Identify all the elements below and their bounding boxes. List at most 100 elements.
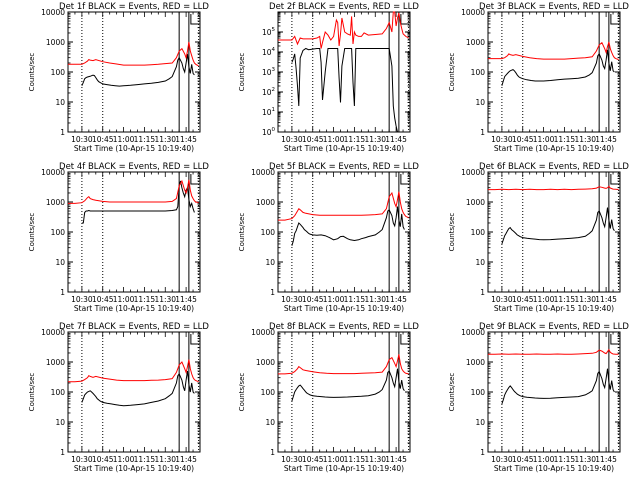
panel-det-1f: Det 1f BLACK = Events, RED = LLD 1 10 100 10…	[28, 2, 209, 153]
x-tick-label: 11:30	[574, 455, 596, 464]
x-tick-label: 11:45	[175, 455, 197, 464]
y-tick-label: 1	[60, 128, 65, 137]
y-tick-label: 100	[471, 68, 486, 77]
x-tick-label: 11:00	[533, 135, 555, 144]
series-line-lld	[68, 179, 199, 204]
x-axis-label: Start Time (10-Apr-15 10:19:40)	[284, 144, 404, 153]
y-tick-label: 1000	[256, 198, 275, 207]
y-tick-label: 10000	[461, 328, 485, 337]
x-axis-label: Start Time (10-Apr-15 10:19:40)	[494, 464, 614, 473]
x-tick-label: 10:45	[302, 295, 324, 304]
y-tick-label: 105	[262, 27, 276, 37]
x-tick-label: 11:00	[533, 295, 555, 304]
x-tick-label: 11:15	[344, 135, 366, 144]
x-axis-label: Start Time (10-Apr-15 10:19:40)	[74, 464, 194, 473]
x-tick-label: 11:45	[595, 135, 617, 144]
x-tick-label: 10:45	[302, 455, 324, 464]
series-line-events	[291, 368, 405, 402]
x-tick-label: 11:45	[385, 135, 407, 144]
series-line-lld	[278, 354, 409, 375]
y-tick-label: 10000	[251, 328, 275, 337]
x-tick-label: 11:45	[385, 455, 407, 464]
x-tick-label: 10:30	[491, 135, 513, 144]
y-tick-label: 1000	[466, 358, 485, 367]
panel-det-7f: Det 7f BLACK = Events, RED = LLD 1 10 100 10…	[28, 322, 209, 473]
x-tick-label: 11:45	[175, 135, 197, 144]
y-tick-label: 104	[262, 47, 276, 57]
y-tick-label: 1000	[46, 38, 65, 47]
y-tick-label: 102	[262, 87, 275, 97]
y-tick-label: 10	[55, 418, 65, 427]
y-tick-label: 10000	[461, 8, 485, 17]
y-tick-label: 1	[480, 448, 485, 457]
x-tick-label: 11:15	[554, 455, 576, 464]
panel-title: Det 6f BLACK = Events, RED = LLD	[479, 162, 629, 172]
panel-title: Det 8f BLACK = Events, RED = LLD	[269, 322, 419, 332]
y-tick-label: 1	[480, 128, 485, 137]
series-line-lld	[488, 348, 619, 355]
y-axis-label: Counts/sec	[28, 53, 36, 92]
x-tick-label: 11:30	[364, 135, 386, 144]
x-tick-label: 10:45	[512, 135, 534, 144]
y-tick-label: 10	[265, 418, 275, 427]
series-line-events	[501, 207, 615, 245]
marker-bracket	[190, 14, 199, 25]
x-tick-label: 10:30	[71, 455, 93, 464]
marker-bracket	[190, 174, 199, 185]
panel-title: Det 4f BLACK = Events, RED = LLD	[59, 162, 209, 172]
x-tick-label: 10:30	[281, 295, 303, 304]
series-line-events	[501, 49, 615, 86]
y-tick-label: 10000	[41, 168, 65, 177]
y-axis-label: Counts/sec	[448, 53, 456, 92]
x-tick-label: 11:45	[385, 295, 407, 304]
y-tick-label: 1000	[46, 358, 65, 367]
y-tick-label: 1	[480, 288, 485, 297]
panel-det-8f: Det 8f BLACK = Events, RED = LLD 1 10 100 10…	[238, 322, 419, 473]
series-line-lld	[278, 191, 409, 221]
y-tick-label: 10	[475, 418, 485, 427]
x-tick-label: 11:15	[344, 455, 366, 464]
x-tick-label: 11:15	[134, 135, 156, 144]
x-tick-label: 11:45	[175, 295, 197, 304]
y-tick-label: 1000	[466, 38, 485, 47]
x-tick-label: 10:30	[71, 295, 93, 304]
y-tick-label: 10	[55, 258, 65, 267]
x-tick-label: 11:30	[154, 135, 176, 144]
y-tick-label: 1	[60, 448, 65, 457]
y-axis-label: Counts/sec	[238, 53, 246, 92]
x-axis-label: Start Time (10-Apr-15 10:19:40)	[284, 304, 404, 313]
x-tick-label: 11:00	[533, 455, 555, 464]
marker-bracket	[190, 334, 199, 345]
panel-title: Det 2f BLACK = Events, RED = LLD	[269, 2, 419, 12]
x-tick-label: 10:45	[512, 295, 534, 304]
panel-det-9f: Det 9f BLACK = Events, RED = LLD 1 10 100 10…	[448, 322, 629, 473]
x-tick-label: 11:30	[364, 295, 386, 304]
marker-bracket	[610, 334, 619, 345]
y-tick-label: 100	[471, 228, 486, 237]
x-tick-label: 11:15	[554, 135, 576, 144]
series-line-lld	[68, 359, 199, 383]
x-tick-label: 10:30	[491, 455, 513, 464]
x-tick-label: 10:30	[281, 135, 303, 144]
x-axis-label: Start Time (10-Apr-15 10:19:40)	[494, 304, 614, 313]
x-tick-label: 11:45	[595, 455, 617, 464]
y-axis-label: Counts/sec	[238, 373, 246, 412]
series-line-lld	[488, 41, 619, 61]
series-line-events	[501, 368, 615, 405]
y-axis-label: Counts/sec	[28, 373, 36, 412]
y-tick-label: 100	[51, 388, 66, 397]
panel-det-6f: Det 6f BLACK = Events, RED = LLD 1 10 100 10…	[448, 162, 629, 313]
x-tick-label: 11:00	[113, 455, 135, 464]
x-axis-label: Start Time (10-Apr-15 10:19:40)	[74, 144, 194, 153]
panel-det-5f: Det 5f BLACK = Events, RED = LLD 1 10 100 10…	[238, 162, 419, 313]
x-tick-label: 10:45	[302, 135, 324, 144]
y-tick-label: 1	[270, 448, 275, 457]
marker-bracket	[400, 334, 409, 345]
x-tick-label: 11:00	[113, 295, 135, 304]
panel-title: Det 5f BLACK = Events, RED = LLD	[269, 162, 419, 172]
y-tick-label: 1000	[466, 198, 485, 207]
marker-bracket	[400, 174, 409, 185]
y-tick-label: 100	[471, 388, 486, 397]
